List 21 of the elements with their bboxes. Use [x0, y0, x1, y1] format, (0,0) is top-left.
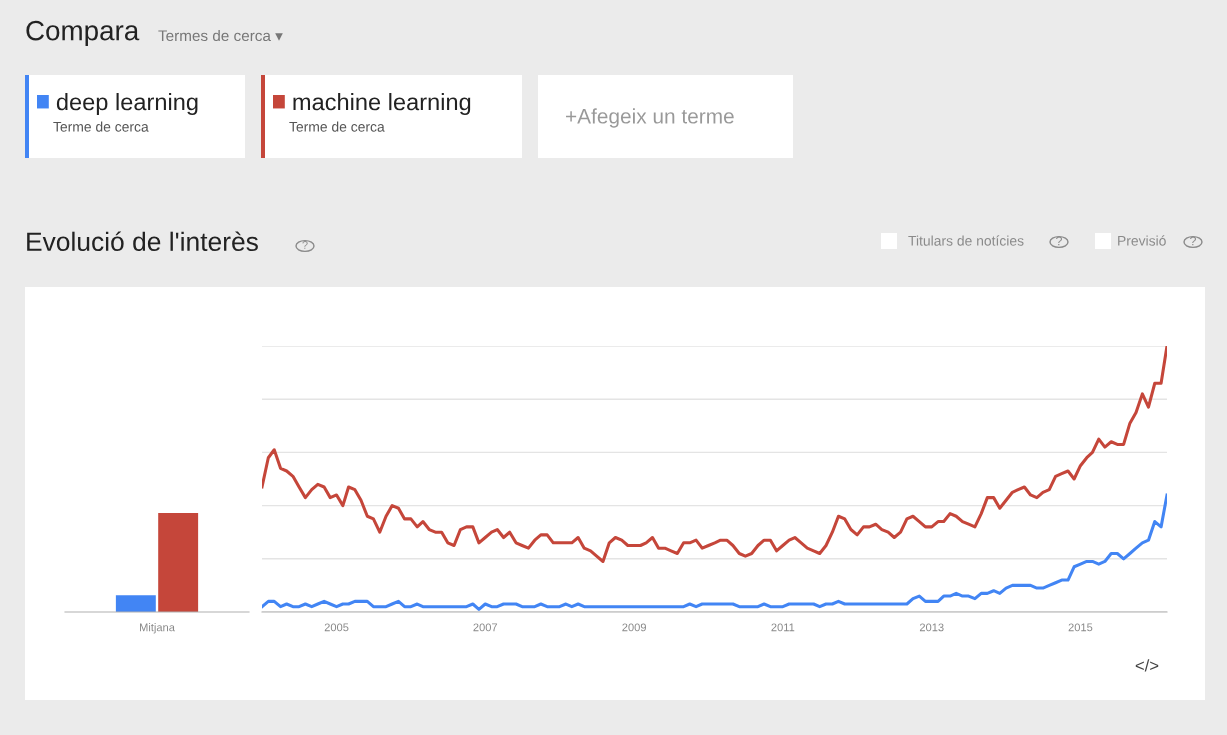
x-tick-label: Mitjana	[140, 623, 175, 634]
text: Titulars de notícies	[908, 235, 1024, 246]
x-tick-label: 2007	[473, 623, 498, 632]
text: +Afegeix un terme	[566, 108, 734, 128]
x-tick-label: 2013	[919, 623, 944, 632]
text: Compara	[26, 20, 140, 46]
text: ?	[1190, 236, 1197, 246]
x-tick-label: 2011	[771, 623, 795, 632]
text: ?	[1056, 236, 1063, 246]
legend-label: machine learning	[293, 93, 471, 115]
text: Termes de cerca ▾	[158, 29, 283, 42]
legend-label: deep learning	[56, 93, 198, 115]
x-tick-label: 2015	[1068, 623, 1093, 632]
text: ?	[302, 241, 308, 249]
text: </>	[1135, 659, 1159, 672]
x-tick-label: 2005	[324, 623, 349, 632]
chart-title: Evolució de l'interès	[27, 231, 258, 252]
text: Terme de cerca	[53, 121, 149, 132]
text: Terme de cerca	[289, 121, 385, 132]
text: Previsió	[1118, 235, 1166, 246]
x-tick-label: 2009	[622, 623, 646, 632]
